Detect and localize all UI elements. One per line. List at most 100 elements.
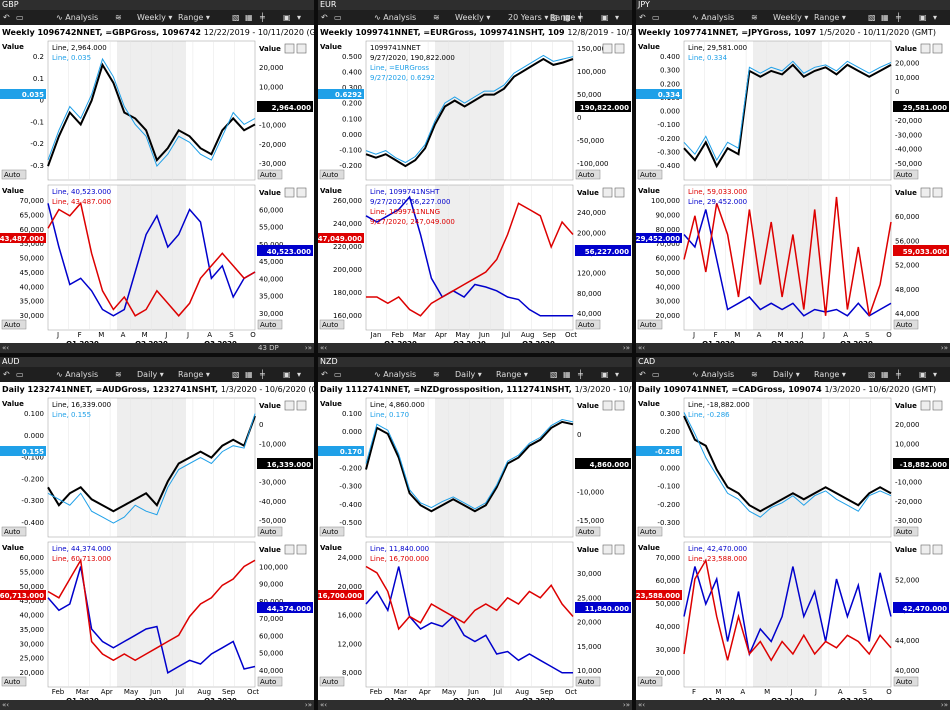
series-line[interactable] xyxy=(365,565,574,631)
series-line[interactable] xyxy=(683,558,892,662)
grid-icon[interactable]: ▦ xyxy=(245,13,253,22)
close-icon[interactable] xyxy=(296,544,307,555)
range-select[interactable]: Range ▾ xyxy=(814,13,846,22)
series-line[interactable] xyxy=(683,209,892,317)
wave-icon[interactable]: ≋ xyxy=(751,13,758,22)
chart-pane-gbp[interactable]: GBP ↶ ▭ ∿ Analysis ≋ Weekly ▾ Range ▾ ▧ ▦ ╪ ▣ ▾ Week… xyxy=(0,0,314,353)
series-line[interactable] xyxy=(47,57,256,168)
series-line[interactable] xyxy=(683,60,892,162)
series-line[interactable] xyxy=(683,196,892,317)
chart-icon[interactable]: ▧ xyxy=(550,370,558,379)
frequency-select[interactable]: Weekly ▾ xyxy=(137,13,173,22)
series-line[interactable] xyxy=(683,412,892,518)
undo-icon[interactable]: ↶ xyxy=(321,370,328,379)
auto-scale-button[interactable] xyxy=(1,676,27,687)
series-line[interactable] xyxy=(365,418,574,510)
range-select[interactable]: Range ▾ xyxy=(178,370,210,379)
wave-icon[interactable]: ≋ xyxy=(751,370,758,379)
auto-scale-button[interactable] xyxy=(1,319,27,330)
maximize-icon[interactable] xyxy=(284,43,295,54)
pane-titlebar[interactable]: AUD xyxy=(0,357,314,367)
scroll-left-icon[interactable]: «‹ xyxy=(638,701,646,709)
pane-titlebar[interactable]: CAD xyxy=(636,357,950,367)
scroll-left-icon[interactable]: «‹ xyxy=(2,701,10,709)
auto-scale-button[interactable] xyxy=(575,526,601,537)
undo-icon[interactable]: ↶ xyxy=(639,13,646,22)
auto-scale-button[interactable] xyxy=(319,676,345,687)
range-select[interactable]: Range ▾ xyxy=(814,370,846,379)
export-icon[interactable]: ▣ xyxy=(601,370,609,379)
maximize-icon[interactable] xyxy=(920,187,931,198)
pane-titlebar[interactable]: EUR xyxy=(318,0,632,10)
scroll-right-icon[interactable]: ›» xyxy=(940,701,948,709)
wave-icon[interactable]: ≋ xyxy=(115,13,122,22)
grid-icon[interactable]: ▦ xyxy=(245,370,253,379)
scrollbar[interactable]: «‹ ›» xyxy=(318,700,632,710)
analysis-button[interactable]: ∿ Analysis xyxy=(374,370,417,379)
chart-icon[interactable]: ▧ xyxy=(868,370,876,379)
undo-icon[interactable]: ↶ xyxy=(3,13,10,22)
range-select[interactable]: Range ▾ xyxy=(496,370,528,379)
more-icon[interactable]: ▾ xyxy=(615,13,620,22)
frequency-select[interactable]: Daily ▾ xyxy=(455,370,482,379)
maximize-icon[interactable] xyxy=(602,43,613,54)
wave-icon[interactable]: ≋ xyxy=(433,13,440,22)
series-line[interactable] xyxy=(683,63,892,169)
folder-icon[interactable]: ▭ xyxy=(652,13,660,22)
grid-icon[interactable]: ▦ xyxy=(881,13,889,22)
export-icon[interactable]: ▣ xyxy=(919,13,927,22)
scrollbar[interactable]: «‹ ›» 43 DP xyxy=(0,343,314,353)
auto-scale-button[interactable] xyxy=(257,319,283,330)
auto-scale-button[interactable] xyxy=(257,676,283,687)
crosshair-icon[interactable]: ╪ xyxy=(578,370,583,379)
folder-icon[interactable]: ▭ xyxy=(16,13,24,22)
maximize-icon[interactable] xyxy=(602,544,613,555)
export-icon[interactable]: ▣ xyxy=(601,13,609,22)
crosshair-icon[interactable]: ╪ xyxy=(896,13,901,22)
undo-icon[interactable]: ↶ xyxy=(3,370,10,379)
frequency-select[interactable]: Daily ▾ xyxy=(137,370,164,379)
grid-icon[interactable]: ▦ xyxy=(881,370,889,379)
more-icon[interactable]: ▾ xyxy=(297,370,302,379)
chart-icon[interactable]: ▧ xyxy=(232,370,240,379)
auto-scale-button[interactable] xyxy=(575,169,601,180)
auto-scale-button[interactable] xyxy=(319,169,345,180)
scrollbar[interactable]: «‹ ›» xyxy=(0,700,314,710)
series-line[interactable] xyxy=(47,558,256,662)
scroll-right-icon[interactable]: ›» xyxy=(940,344,948,352)
crosshair-icon[interactable]: ╪ xyxy=(260,13,265,22)
series-line[interactable] xyxy=(683,415,892,513)
maximize-icon[interactable] xyxy=(602,187,613,198)
more-icon[interactable]: ▾ xyxy=(615,370,620,379)
chart-icon[interactable]: ▧ xyxy=(868,13,876,22)
scroll-right-icon[interactable]: ›» xyxy=(304,344,312,352)
chart-icon[interactable]: ▧ xyxy=(550,13,558,22)
maximize-icon[interactable] xyxy=(284,544,295,555)
series-line[interactable] xyxy=(683,566,892,657)
series-line[interactable] xyxy=(47,413,256,524)
folder-icon[interactable]: ▭ xyxy=(334,370,342,379)
wave-icon[interactable]: ≋ xyxy=(115,370,122,379)
series-line[interactable] xyxy=(47,201,256,317)
auto-scale-button[interactable] xyxy=(1,169,27,180)
analysis-button[interactable]: ∿ Analysis xyxy=(56,370,99,379)
folder-icon[interactable]: ▭ xyxy=(334,13,342,22)
crosshair-icon[interactable]: ╪ xyxy=(260,370,265,379)
auto-scale-button[interactable] xyxy=(637,319,663,330)
auto-scale-button[interactable] xyxy=(575,319,601,330)
chart-pane-aud[interactable]: AUD ↶ ▭ ∿ Analysis ≋ Daily ▾ Range ▾ ▧ ▦ ╪ ▣ ▾ Daily… xyxy=(0,357,314,710)
pane-titlebar[interactable]: NZD xyxy=(318,357,632,367)
undo-icon[interactable]: ↶ xyxy=(639,370,646,379)
series-line[interactable] xyxy=(365,195,573,317)
scroll-right-icon[interactable]: ›» xyxy=(622,701,630,709)
folder-icon[interactable]: ▭ xyxy=(16,370,24,379)
auto-scale-button[interactable] xyxy=(319,526,345,537)
analysis-button[interactable]: ∿ Analysis xyxy=(692,13,735,22)
undo-icon[interactable]: ↶ xyxy=(321,13,328,22)
analysis-button[interactable]: ∿ Analysis xyxy=(692,370,735,379)
close-icon[interactable] xyxy=(932,187,943,198)
chart-pane-cad[interactable]: CAD ↶ ▭ ∿ Analysis ≋ Daily ▾ Range ▾ ▧ ▦ ╪ ▣ ▾ Daily… xyxy=(636,357,950,710)
maximize-icon[interactable] xyxy=(284,187,295,198)
pane-titlebar[interactable]: JPY xyxy=(636,0,950,10)
scroll-left-icon[interactable]: «‹ xyxy=(638,344,646,352)
